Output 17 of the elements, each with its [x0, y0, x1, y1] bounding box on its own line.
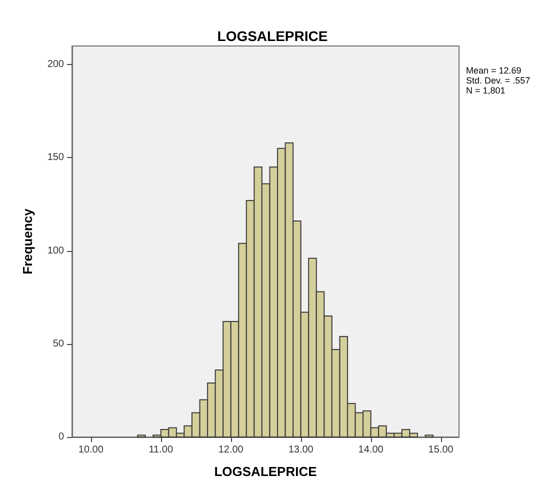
y-tick-label: 100: [47, 245, 64, 256]
x-tick-label: 15.00: [428, 444, 454, 456]
x-tick-label: 14.00: [358, 444, 384, 456]
x-axis-title: LOGSALEPRICE: [214, 464, 318, 479]
x-tick-label: 10.00: [78, 444, 104, 456]
text: Std. Dev. = .557: [466, 76, 530, 86]
x-tick-label: 11.00: [148, 444, 174, 456]
x-tick-label: 13.00: [288, 444, 314, 456]
y-tick-label: 50: [52, 338, 64, 350]
y-tick-label: 0: [58, 432, 64, 442]
x-tick-label: 12.00: [218, 444, 244, 456]
text: N = 1,801: [466, 86, 506, 96]
y-tick-label: 200: [47, 59, 64, 70]
text: Mean = 12.69: [466, 66, 522, 76]
y-tick-label: 150: [47, 152, 64, 164]
y-axis-title: Frequency: [20, 208, 35, 274]
chart-title: LOGSALEPRICE: [217, 28, 328, 44]
